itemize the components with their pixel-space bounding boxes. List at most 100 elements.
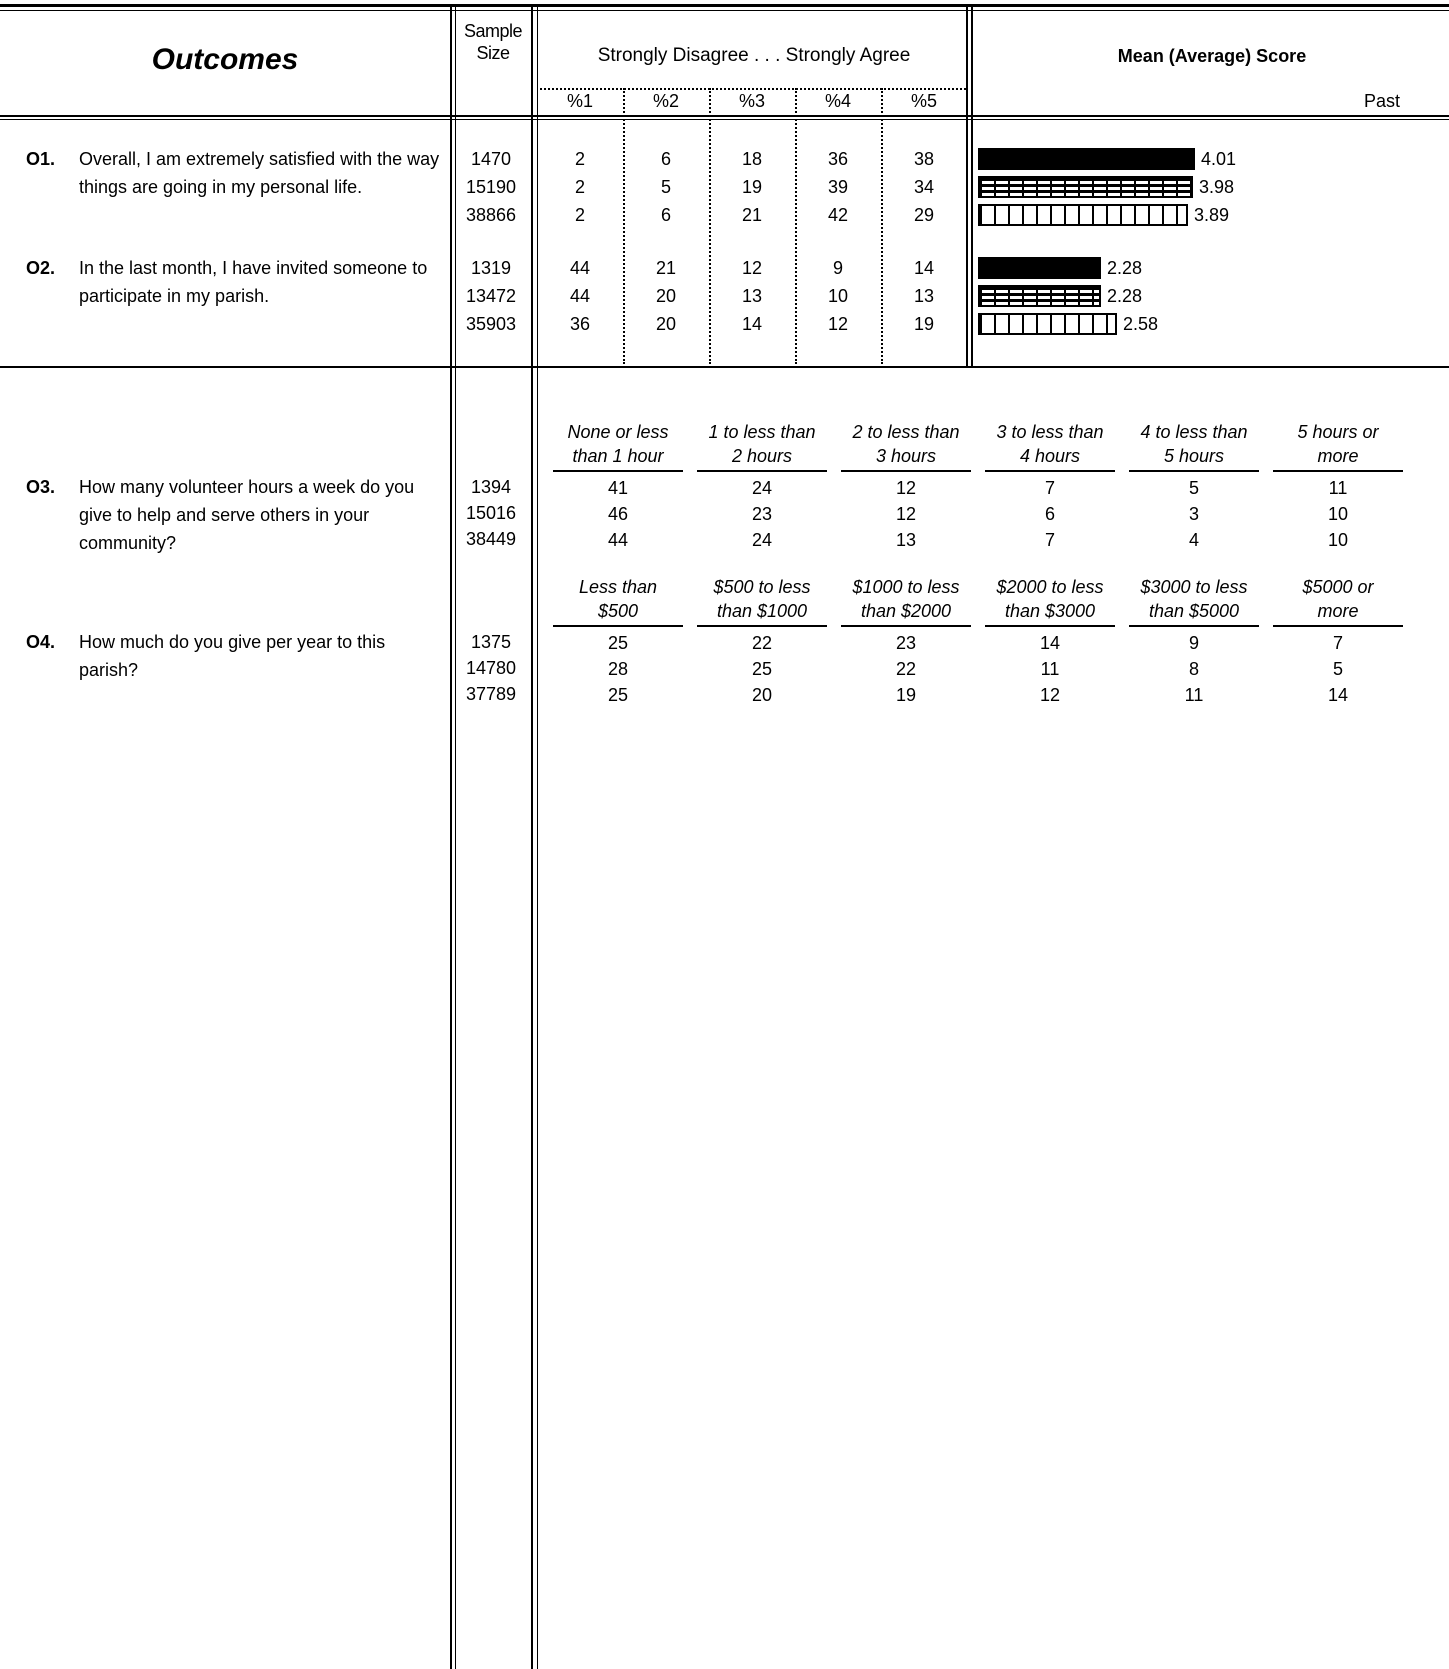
- category-value: 7: [1044, 478, 1055, 498]
- mean-bar: [978, 285, 1101, 307]
- pct-value: 12: [827, 314, 849, 334]
- category-label: 4 to less than: [1140, 422, 1248, 442]
- category-label: than 1 hour: [572, 446, 664, 466]
- category-value: 41: [607, 478, 629, 498]
- category-value: 44: [607, 530, 629, 550]
- category-label: than $1000: [716, 601, 808, 621]
- category-label: 5 hours or: [1297, 422, 1379, 442]
- category-label: 1 to less than: [708, 422, 816, 442]
- pct-value: 18: [741, 149, 763, 169]
- pct-value: 2: [574, 177, 585, 197]
- category-underline: [985, 470, 1115, 472]
- question-number: O4.: [26, 632, 56, 652]
- mean-bar: [978, 204, 1188, 226]
- question-number: O1.: [26, 149, 56, 169]
- mean-value: 2.58: [1123, 314, 1159, 334]
- category-value: 12: [895, 478, 917, 498]
- category-value: 13: [895, 530, 917, 550]
- pct-value: 10: [827, 286, 849, 306]
- category-underline: [841, 470, 971, 472]
- sample-size: 1394: [470, 477, 512, 497]
- category-value: 23: [751, 504, 773, 524]
- sample-size: 1375: [470, 632, 512, 652]
- header-bottom-border-2: [0, 119, 1449, 120]
- sample-size: 13472: [465, 286, 517, 306]
- col-divider-2b: [537, 4, 538, 1669]
- category-label: $3000 to less: [1140, 577, 1248, 597]
- category-underline: [553, 625, 683, 627]
- category-value: 25: [751, 659, 773, 679]
- category-underline: [1273, 625, 1403, 627]
- category-value: 22: [895, 659, 917, 679]
- category-value: 20: [751, 685, 773, 705]
- pct-value: 19: [913, 314, 935, 334]
- col-divider-1a: [450, 4, 452, 1669]
- pct-value: 42: [827, 205, 849, 225]
- top-border-thick: [0, 4, 1449, 7]
- category-value: 3: [1188, 504, 1199, 524]
- question-text: In the last month, I have invited someon…: [79, 258, 428, 306]
- pct-value: 13: [913, 286, 935, 306]
- category-label: than $3000: [1004, 601, 1096, 621]
- category-value: 11: [1328, 478, 1348, 498]
- category-label: 5 hours: [1163, 446, 1225, 466]
- question-text: How much do you give per year to this pa…: [79, 632, 386, 680]
- category-label: $500 to less: [713, 577, 811, 597]
- category-label: $5000 or: [1302, 577, 1374, 597]
- mean-value: 2.28: [1107, 258, 1143, 278]
- pct-value: 2: [574, 149, 585, 169]
- pct-value: 19: [741, 177, 763, 197]
- pct-value: 44: [569, 286, 591, 306]
- section-divider: [0, 366, 1449, 368]
- question-text: How many volunteer hours a week do you g…: [79, 477, 415, 553]
- mean-value: 4.01: [1201, 149, 1237, 169]
- category-value: 23: [895, 633, 917, 653]
- category-underline: [1129, 625, 1259, 627]
- category-value: 22: [751, 633, 773, 653]
- sample-size: 37789: [465, 684, 517, 704]
- col-divider-3b: [971, 4, 973, 368]
- category-value: 24: [751, 530, 773, 550]
- pct-value: 9: [832, 258, 843, 278]
- pct-col-separator: [623, 88, 625, 364]
- category-label: than $2000: [860, 601, 952, 621]
- pct-value: 6: [660, 149, 671, 169]
- pct-value: 21: [655, 258, 677, 278]
- category-value: 14: [1327, 685, 1349, 705]
- pct-col-header: %2: [652, 91, 679, 111]
- category-value: 10: [1327, 530, 1349, 550]
- category-label: Less than: [578, 577, 658, 597]
- category-value: 11: [1040, 659, 1060, 679]
- pct-value: 44: [569, 258, 591, 278]
- mean-title: Mean (Average) Score: [1117, 46, 1307, 66]
- pct-value: 2: [574, 205, 585, 225]
- category-label: $500: [597, 601, 639, 621]
- mean-bar: [978, 313, 1117, 335]
- category-label: 3 hours: [875, 446, 937, 466]
- sample-size: 15016: [465, 503, 517, 523]
- pct-col-header: %5: [910, 91, 937, 111]
- category-underline: [697, 470, 827, 472]
- category-label: more: [1317, 601, 1359, 621]
- pct-value: 20: [655, 314, 677, 334]
- pct-col-separator: [881, 88, 883, 364]
- sample-size-label: Sample Size: [463, 21, 523, 63]
- category-value: 19: [895, 685, 917, 705]
- pct-value: 29: [913, 205, 935, 225]
- category-underline: [841, 625, 971, 627]
- category-value: 7: [1044, 530, 1055, 550]
- category-label: 3 to less than: [996, 422, 1104, 442]
- pct-value: 13: [741, 286, 763, 306]
- category-value: 7: [1332, 633, 1343, 653]
- category-value: 9: [1188, 633, 1199, 653]
- category-label: more: [1317, 446, 1359, 466]
- category-label: 2 to less than: [852, 422, 960, 442]
- question-text: Overall, I am extremely satisfied with t…: [79, 149, 440, 197]
- top-border-thin: [0, 10, 1449, 11]
- sample-size: 15190: [465, 177, 517, 197]
- category-value: 4: [1188, 530, 1199, 550]
- pct-col-separator: [709, 88, 711, 364]
- sample-size: 38866: [465, 205, 517, 225]
- category-label: 4 hours: [1019, 446, 1081, 466]
- category-underline: [1129, 470, 1259, 472]
